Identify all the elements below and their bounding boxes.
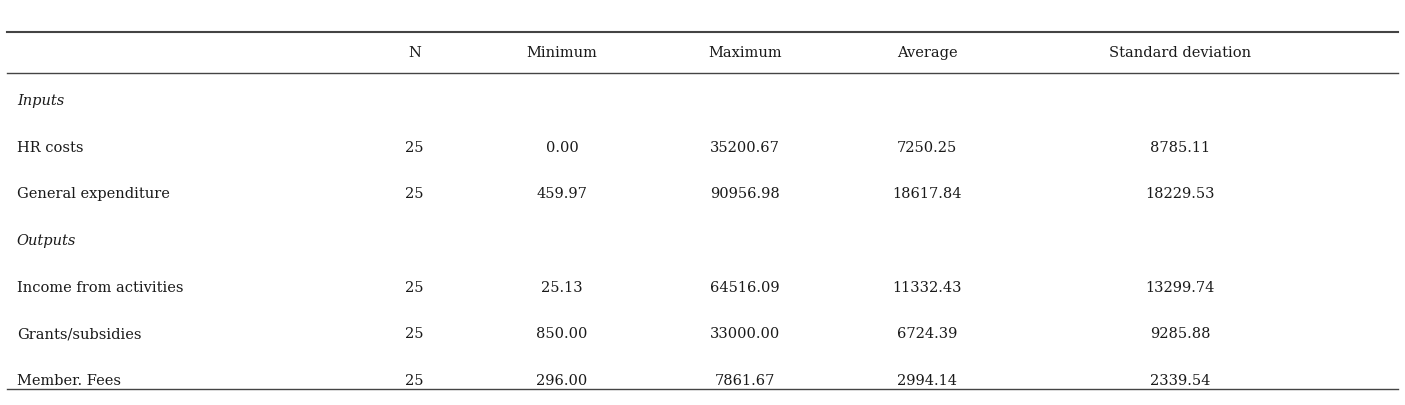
Text: 25.13: 25.13 (541, 281, 583, 294)
Text: 25: 25 (405, 374, 424, 388)
Text: 18617.84: 18617.84 (892, 188, 962, 201)
Text: 25: 25 (405, 188, 424, 201)
Text: HR costs: HR costs (17, 141, 83, 155)
Text: 296.00: 296.00 (537, 374, 587, 388)
Text: Average: Average (896, 46, 958, 60)
Text: 459.97: 459.97 (537, 188, 587, 201)
Text: 25: 25 (405, 141, 424, 155)
Text: 850.00: 850.00 (537, 327, 587, 341)
Text: 18229.53: 18229.53 (1145, 188, 1215, 201)
Text: 0.00: 0.00 (545, 141, 579, 155)
Text: Standard deviation: Standard deviation (1109, 46, 1252, 60)
Text: 7250.25: 7250.25 (898, 141, 957, 155)
Text: 25: 25 (405, 281, 424, 294)
Text: 8785.11: 8785.11 (1151, 141, 1210, 155)
Text: 33000.00: 33000.00 (710, 327, 780, 341)
Text: 11332.43: 11332.43 (892, 281, 962, 294)
Text: 7861.67: 7861.67 (715, 374, 774, 388)
Text: 9285.88: 9285.88 (1149, 327, 1211, 341)
Text: 6724.39: 6724.39 (898, 327, 957, 341)
Text: 25: 25 (405, 327, 424, 341)
Text: Inputs: Inputs (17, 94, 65, 108)
Text: 35200.67: 35200.67 (710, 141, 780, 155)
Text: 64516.09: 64516.09 (710, 281, 780, 294)
Text: Income from activities: Income from activities (17, 281, 184, 294)
Text: Grants/subsidies: Grants/subsidies (17, 327, 142, 341)
Text: 90956.98: 90956.98 (710, 188, 780, 201)
Text: Minimum: Minimum (527, 46, 597, 60)
Text: General expenditure: General expenditure (17, 188, 170, 201)
Text: Maximum: Maximum (708, 46, 781, 60)
Text: Outputs: Outputs (17, 234, 76, 248)
Text: 2339.54: 2339.54 (1151, 374, 1210, 388)
Text: 2994.14: 2994.14 (898, 374, 957, 388)
Text: Member. Fees: Member. Fees (17, 374, 121, 388)
Text: 13299.74: 13299.74 (1145, 281, 1215, 294)
Text: N: N (407, 46, 422, 60)
